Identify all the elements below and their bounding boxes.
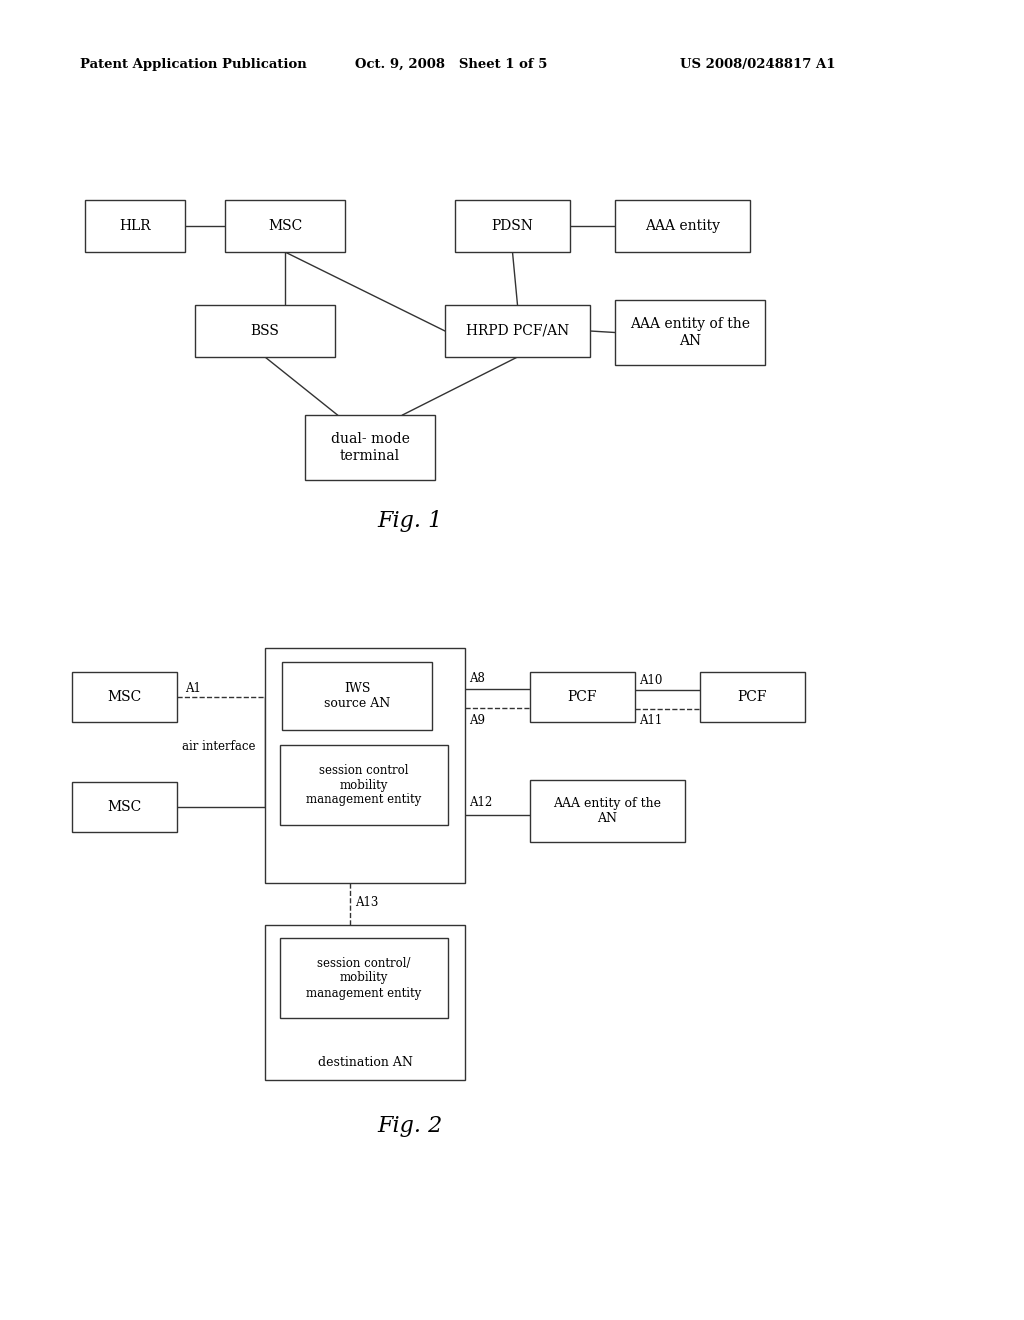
Bar (615, 201, 750, 252)
Bar (455, 201, 570, 252)
Text: MSC: MSC (108, 800, 141, 814)
Text: PCF: PCF (567, 690, 597, 704)
Text: A8: A8 (469, 672, 485, 685)
Text: AAA entity of the
AN: AAA entity of the AN (554, 797, 662, 825)
Text: destination AN: destination AN (317, 1056, 413, 1068)
Text: Oct. 9, 2008   Sheet 1 of 5: Oct. 9, 2008 Sheet 1 of 5 (355, 58, 548, 71)
Text: A9: A9 (469, 714, 485, 726)
Bar (225, 201, 345, 252)
Text: Patent Application Publication: Patent Application Publication (80, 58, 307, 71)
Bar (85, 201, 185, 252)
Text: HLR: HLR (119, 219, 151, 234)
Bar (615, 300, 765, 366)
Text: dual- mode
terminal: dual- mode terminal (331, 433, 410, 462)
Bar (280, 939, 449, 1018)
Bar (195, 305, 335, 356)
Text: PCF: PCF (737, 690, 767, 704)
Text: PDSN: PDSN (492, 219, 534, 234)
Text: session control
mobility
management entity: session control mobility management enti… (306, 763, 422, 807)
Text: US 2008/0248817 A1: US 2008/0248817 A1 (680, 58, 836, 71)
Text: session control/
mobility
management entity: session control/ mobility management ent… (306, 957, 422, 999)
Text: HRPD PCF/AN: HRPD PCF/AN (466, 323, 569, 338)
Text: A13: A13 (355, 896, 379, 909)
Bar (72, 672, 177, 722)
Text: Fig. 1: Fig. 1 (378, 510, 442, 532)
Bar (530, 780, 685, 842)
Text: Fig. 2: Fig. 2 (378, 1115, 442, 1137)
Bar (530, 672, 635, 722)
Text: AAA entity: AAA entity (645, 219, 720, 234)
Text: MSC: MSC (108, 690, 141, 704)
Text: air interface: air interface (182, 741, 256, 754)
Bar (305, 414, 435, 480)
Text: IWS
source AN: IWS source AN (324, 682, 390, 710)
Text: A12: A12 (469, 796, 493, 809)
Text: A1: A1 (185, 682, 201, 696)
Bar (265, 648, 465, 883)
Text: A10: A10 (639, 673, 663, 686)
Text: AAA entity of the
AN: AAA entity of the AN (630, 317, 750, 347)
Bar (700, 672, 805, 722)
Bar (265, 925, 465, 1080)
Text: BSS: BSS (251, 323, 280, 338)
Text: MSC: MSC (268, 219, 302, 234)
Bar (72, 781, 177, 832)
Bar (282, 663, 432, 730)
Bar (280, 744, 449, 825)
Bar (445, 305, 590, 356)
Text: A11: A11 (639, 714, 663, 727)
